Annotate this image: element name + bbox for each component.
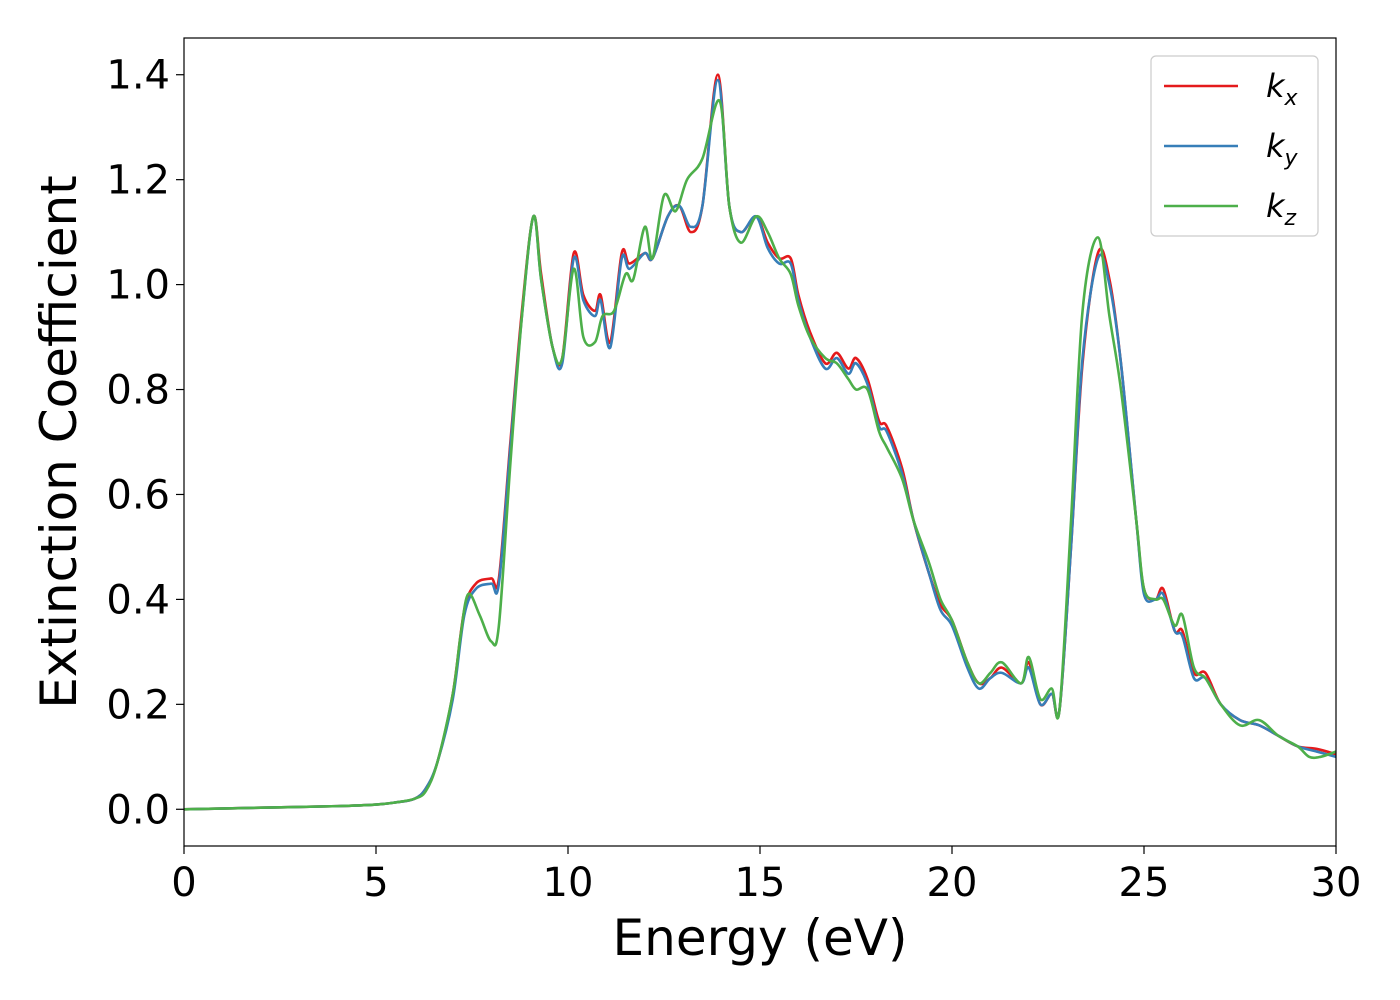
y-tick-label: 0.2	[106, 682, 170, 728]
x-axis: 0 5 10 15 20 25 30	[171, 846, 1361, 906]
series-layer	[184, 73, 1336, 811]
x-tick-label: 25	[1119, 860, 1170, 906]
y-tick-label: 0.8	[106, 368, 170, 414]
x-tick-label: 20	[927, 860, 978, 906]
legend-label-z: kz	[1266, 187, 1297, 231]
x-tick-label: 15	[735, 860, 786, 906]
y-tick-label: 0.4	[106, 577, 170, 623]
x-tick-label: 0	[171, 860, 196, 906]
x-axis-title: Energy (eV)	[613, 909, 908, 967]
y-tick-label: 1.0	[106, 263, 170, 309]
legend-label-x: kx	[1266, 67, 1299, 111]
series-line-z	[184, 99, 1336, 811]
y-tick-label: 0.6	[106, 472, 170, 518]
y-tick-label: 1.2	[106, 158, 170, 204]
y-tick-label: 1.4	[106, 53, 170, 99]
legend-label-y: ky	[1266, 127, 1299, 171]
x-tick-label: 10	[543, 860, 594, 906]
x-tick-label: 30	[1311, 860, 1362, 906]
legend: kx ky kz	[1150, 55, 1319, 237]
y-axis-title: Extinction Coefficient	[30, 175, 88, 709]
x-tick-label: 5	[363, 860, 388, 906]
y-axis: 0.0 0.2 0.4 0.6 0.8 1.0 1.2 1.4	[106, 53, 184, 833]
y-tick-label: 0.0	[106, 787, 170, 833]
